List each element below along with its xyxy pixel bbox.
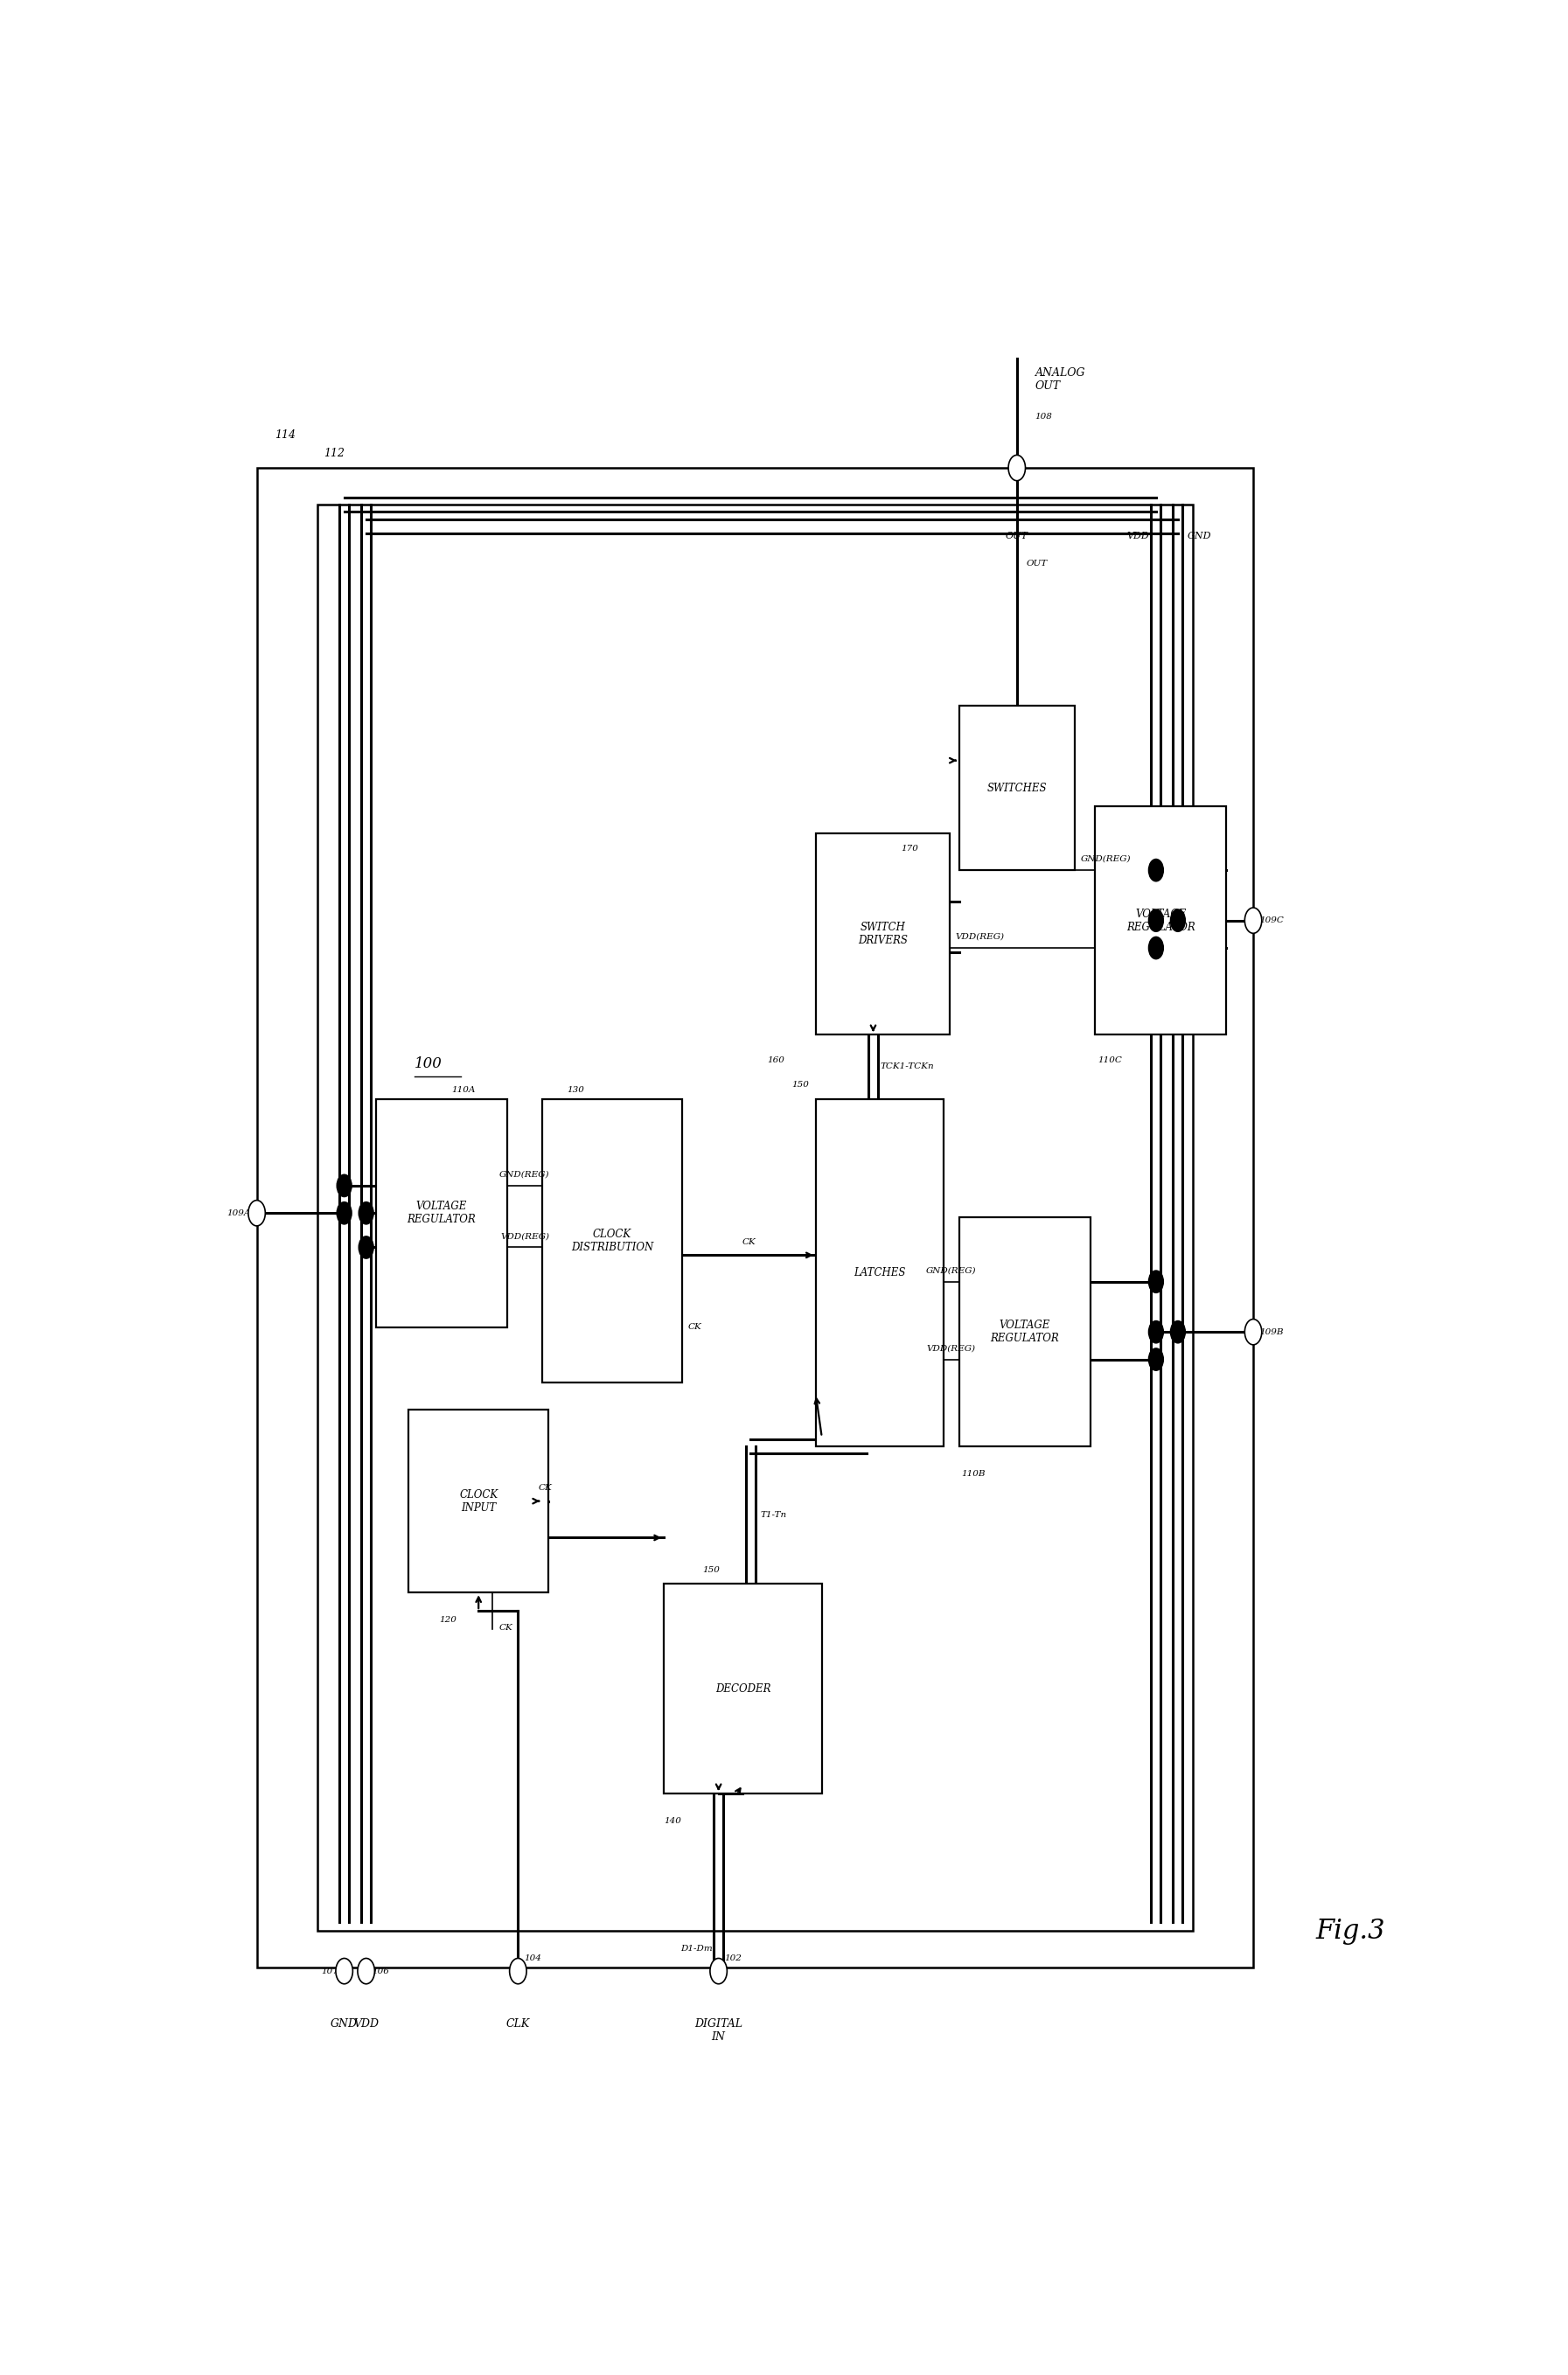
Text: CK: CK [742, 1237, 756, 1247]
Circle shape [1171, 1321, 1185, 1342]
Text: 160: 160 [767, 1057, 784, 1064]
Text: GND: GND [331, 2019, 358, 2031]
Text: D1-Dm: D1-Dm [681, 1945, 712, 1952]
FancyBboxPatch shape [409, 1411, 549, 1594]
Text: 109B: 109B [1259, 1328, 1283, 1335]
Text: 130: 130 [566, 1085, 583, 1095]
Text: CK: CK [688, 1323, 702, 1332]
Text: Fig.3: Fig.3 [1316, 1917, 1385, 1945]
Text: 140: 140 [663, 1817, 681, 1826]
Text: CLK: CLK [506, 2019, 530, 2031]
Text: 106: 106 [372, 1966, 389, 1976]
FancyBboxPatch shape [815, 1100, 944, 1446]
FancyBboxPatch shape [257, 468, 1253, 1966]
Text: GND(REG): GND(REG) [500, 1171, 550, 1178]
Text: 100: 100 [414, 1057, 442, 1071]
Text: VDD(REG): VDD(REG) [927, 1344, 975, 1351]
Text: 150: 150 [792, 1081, 809, 1088]
Text: 102: 102 [724, 1955, 742, 1962]
Text: CLOCK
DISTRIBUTION: CLOCK DISTRIBUTION [571, 1228, 654, 1252]
Text: 104: 104 [524, 1955, 541, 1962]
Circle shape [358, 1959, 375, 1983]
Text: VOLTAGE
REGULATOR: VOLTAGE REGULATOR [1126, 907, 1195, 933]
FancyBboxPatch shape [376, 1100, 506, 1328]
Text: 114: 114 [274, 430, 296, 439]
Circle shape [1008, 456, 1025, 480]
FancyBboxPatch shape [815, 834, 950, 1036]
Text: ANALOG
OUT: ANALOG OUT [1035, 368, 1085, 392]
Text: 107: 107 [321, 1966, 339, 1976]
Circle shape [337, 1176, 351, 1197]
Text: 109C: 109C [1259, 917, 1284, 924]
Text: 110C: 110C [1098, 1057, 1123, 1064]
FancyBboxPatch shape [1094, 805, 1226, 1036]
FancyBboxPatch shape [317, 504, 1192, 1931]
Text: OUT: OUT [1005, 532, 1029, 542]
Circle shape [1149, 1271, 1163, 1292]
Text: CK: CK [538, 1484, 552, 1492]
Circle shape [1171, 910, 1185, 931]
Text: VDD(REG): VDD(REG) [500, 1233, 549, 1240]
Circle shape [710, 1959, 728, 1983]
Text: DIGITAL
IN: DIGITAL IN [695, 2019, 743, 2042]
Text: 120: 120 [439, 1617, 456, 1625]
Text: T1-Tn: T1-Tn [760, 1510, 787, 1518]
Text: TCK1-TCKn: TCK1-TCKn [881, 1064, 935, 1071]
Text: VDD(REG): VDD(REG) [955, 933, 1005, 940]
Text: VDD: VDD [1126, 532, 1149, 542]
Text: 112: 112 [323, 446, 345, 458]
Text: OUT: OUT [1027, 560, 1047, 568]
Text: GND(REG): GND(REG) [927, 1266, 977, 1275]
Circle shape [248, 1199, 265, 1226]
Text: 170: 170 [902, 846, 919, 853]
Text: VOLTAGE
REGULATOR: VOLTAGE REGULATOR [991, 1321, 1060, 1344]
Text: GND: GND [1187, 532, 1212, 542]
Text: SWITCH
DRIVERS: SWITCH DRIVERS [858, 922, 908, 948]
Text: GND(REG): GND(REG) [1080, 855, 1131, 862]
Text: SWITCHES: SWITCHES [986, 781, 1047, 793]
Circle shape [1245, 1318, 1262, 1344]
Text: 108: 108 [1035, 413, 1052, 420]
FancyBboxPatch shape [543, 1100, 682, 1382]
Circle shape [337, 1202, 351, 1223]
Text: 110A: 110A [452, 1085, 475, 1095]
Circle shape [359, 1237, 373, 1259]
FancyBboxPatch shape [663, 1584, 822, 1793]
Text: DECODER: DECODER [715, 1684, 770, 1693]
FancyBboxPatch shape [960, 705, 1074, 869]
Circle shape [1245, 907, 1262, 933]
Circle shape [336, 1959, 353, 1983]
Circle shape [510, 1959, 527, 1983]
Text: CK: CK [499, 1625, 513, 1632]
Text: 109A: 109A [227, 1209, 251, 1216]
Text: VOLTAGE
REGULATOR: VOLTAGE REGULATOR [408, 1202, 477, 1226]
Circle shape [1149, 910, 1163, 931]
Text: VDD: VDD [353, 2019, 379, 2031]
Text: LATCHES: LATCHES [853, 1266, 905, 1278]
Text: 150: 150 [702, 1568, 720, 1575]
Circle shape [1149, 860, 1163, 881]
Circle shape [1149, 1321, 1163, 1342]
FancyBboxPatch shape [960, 1218, 1090, 1446]
Circle shape [359, 1202, 373, 1223]
Text: CLOCK
INPUT: CLOCK INPUT [459, 1489, 497, 1513]
Circle shape [1149, 938, 1163, 959]
Circle shape [1149, 1349, 1163, 1370]
Text: 110B: 110B [961, 1470, 986, 1477]
